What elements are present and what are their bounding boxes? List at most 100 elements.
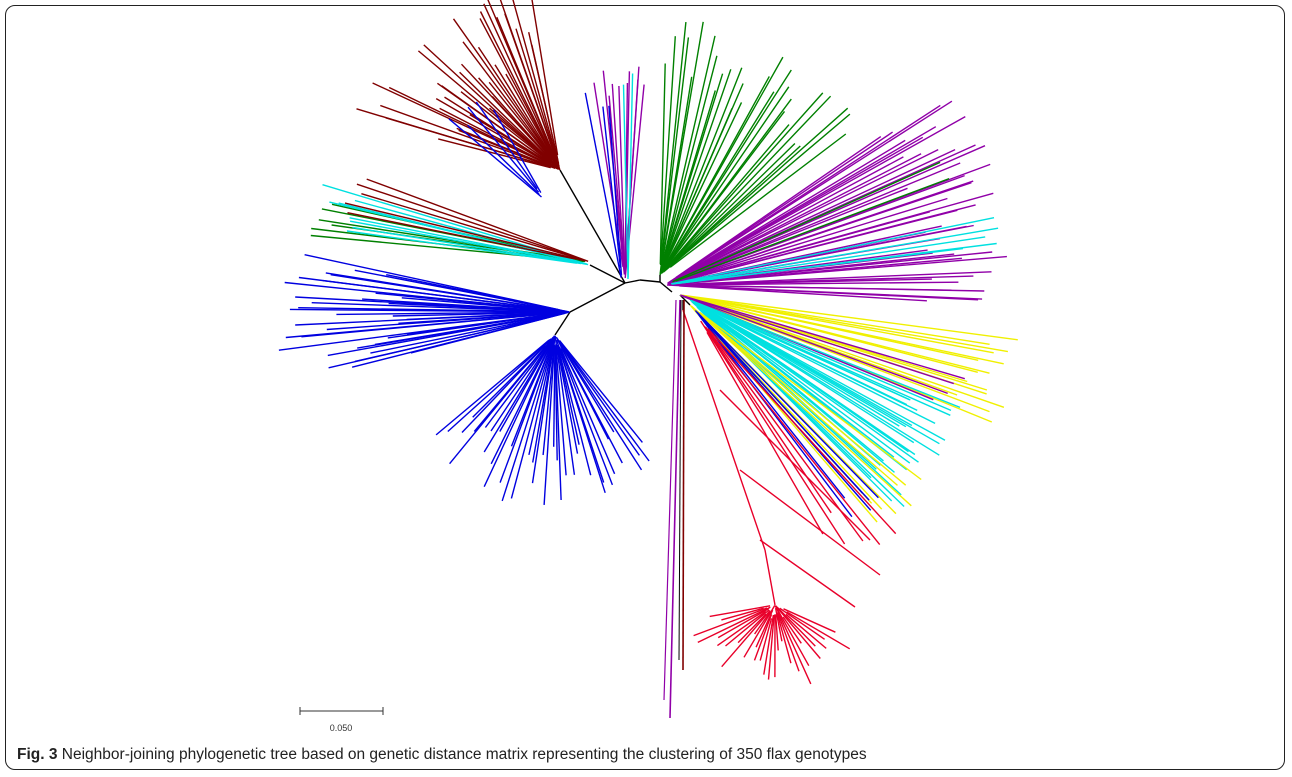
branch (716, 610, 767, 647)
branch (611, 83, 625, 268)
branch (777, 612, 800, 672)
branch (560, 348, 616, 475)
branch (558, 340, 640, 456)
branch (672, 161, 941, 283)
branch (501, 335, 556, 502)
branch (456, 127, 550, 167)
branch (459, 71, 556, 167)
branch (556, 344, 580, 445)
branch (666, 278, 932, 286)
branch (703, 325, 832, 514)
branch (759, 539, 856, 608)
branch (439, 107, 549, 165)
branch (461, 344, 546, 433)
branch (691, 299, 910, 401)
branch (499, 0, 561, 170)
branch (753, 614, 773, 661)
branch (783, 608, 836, 633)
branch (680, 294, 955, 385)
branch (693, 607, 768, 637)
branch (330, 274, 562, 312)
branch (659, 281, 673, 293)
branch (398, 312, 557, 324)
branch (490, 335, 556, 432)
branch (785, 613, 827, 649)
branch (759, 618, 773, 661)
branch (671, 148, 956, 283)
branch (721, 610, 771, 668)
branch (423, 44, 558, 168)
branch (622, 84, 629, 280)
branch (515, 28, 558, 159)
branch (666, 107, 849, 270)
branch (661, 86, 790, 274)
branch (659, 56, 784, 275)
branch (681, 294, 965, 380)
branch (659, 73, 724, 274)
branch (496, 16, 557, 161)
branch (392, 311, 567, 317)
branch (467, 124, 540, 196)
branch (659, 36, 676, 266)
branch (774, 607, 783, 642)
branch (462, 41, 553, 161)
branch (478, 77, 558, 168)
branch (699, 311, 922, 481)
branch (618, 85, 626, 268)
branch (531, 344, 555, 484)
branch (699, 315, 864, 494)
branch (737, 613, 767, 644)
branch (584, 92, 622, 278)
branch (697, 304, 915, 444)
branch (678, 236, 986, 284)
branch (669, 100, 953, 283)
branch (782, 616, 802, 644)
branch (674, 115, 966, 281)
branch (671, 153, 922, 283)
branch (361, 193, 583, 261)
branch (677, 227, 999, 284)
branch (673, 156, 904, 281)
branch (670, 197, 948, 284)
branch (441, 85, 550, 163)
branch (679, 285, 927, 302)
branch (484, 340, 551, 428)
branch (477, 46, 557, 164)
branch (660, 35, 716, 269)
branch (627, 73, 634, 278)
branch (701, 306, 940, 445)
branch (285, 311, 566, 339)
branch (659, 67, 743, 276)
branch (352, 226, 582, 265)
branch (669, 133, 847, 268)
branch (700, 307, 919, 463)
branch (346, 230, 577, 264)
branch (691, 298, 948, 395)
branch (700, 320, 846, 545)
branch (697, 606, 771, 644)
branch (725, 609, 770, 647)
branch (624, 71, 631, 272)
branch (776, 612, 792, 664)
branch (692, 300, 961, 409)
branch (688, 296, 978, 373)
branch (490, 337, 555, 465)
branch (386, 274, 561, 311)
branch (674, 148, 939, 281)
branch (699, 303, 952, 412)
branch (662, 113, 851, 273)
branch (721, 607, 764, 621)
caption: Fig. 3 Neighbor-joining phylogenetic tre… (17, 746, 867, 764)
branch (559, 169, 626, 284)
branch (528, 336, 556, 456)
branch (679, 211, 930, 282)
branch (707, 328, 897, 535)
branch (375, 292, 559, 312)
branch (460, 91, 555, 166)
branch (558, 340, 643, 443)
branch (774, 605, 821, 659)
branch (706, 331, 824, 535)
branch (558, 346, 614, 486)
branch (681, 294, 1018, 341)
branch (553, 347, 556, 447)
